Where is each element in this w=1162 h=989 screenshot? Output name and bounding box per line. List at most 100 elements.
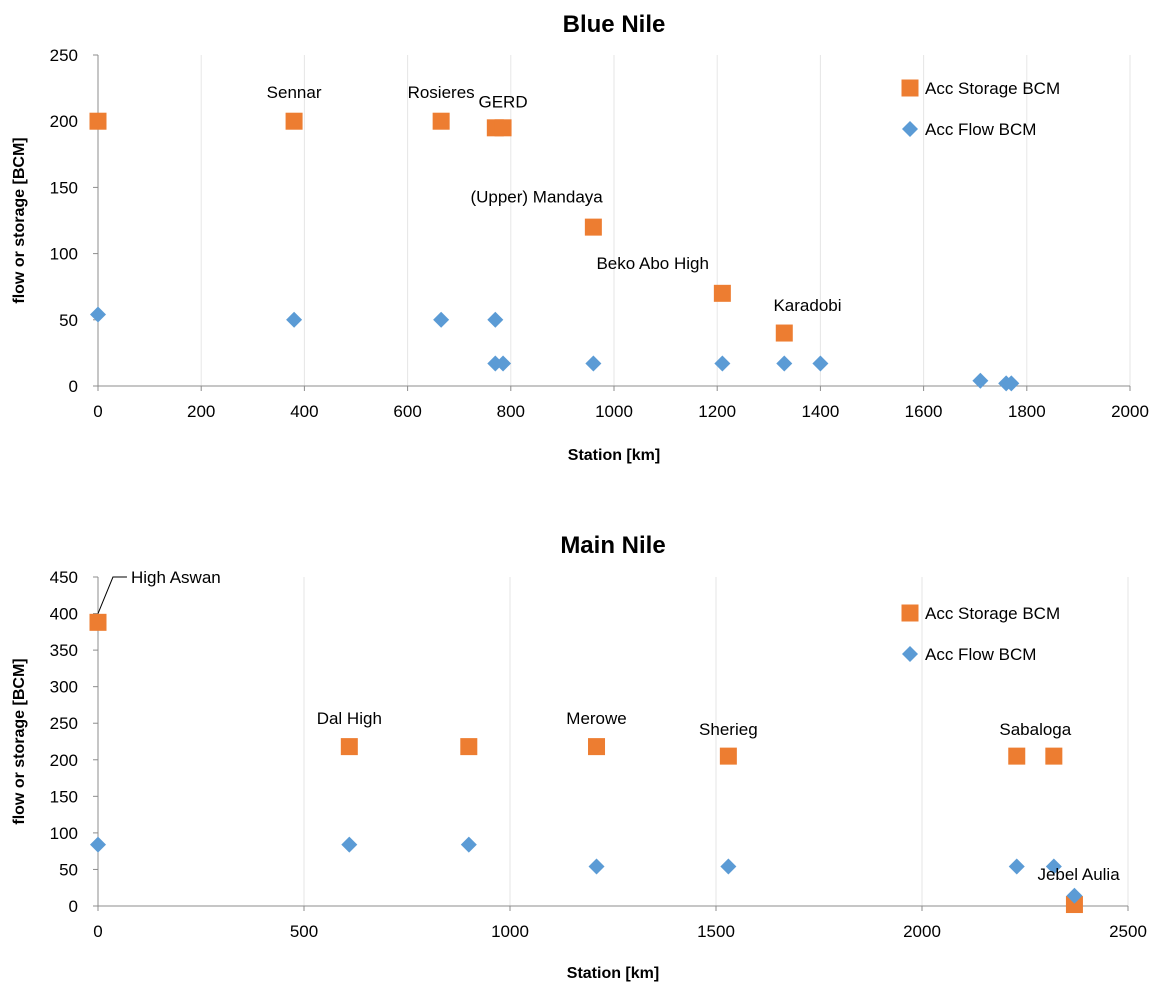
flow-point: [776, 355, 793, 372]
y-tick-label: 150: [50, 787, 78, 806]
x-axis-title: Station [km]: [567, 965, 659, 982]
storage-point: [285, 112, 303, 130]
storage-point: [1045, 747, 1063, 765]
flow-point: [286, 311, 303, 328]
flow-point: [714, 355, 731, 372]
x-tick-label: 400: [290, 402, 318, 421]
storage-point: [89, 613, 107, 631]
x-tick-label: 2000: [903, 922, 941, 941]
x-tick-label: 1500: [697, 922, 735, 941]
y-tick-label: 50: [59, 311, 78, 330]
flow-point: [90, 306, 106, 323]
flow-point: [433, 311, 450, 328]
storage-point: [588, 738, 606, 756]
y-tick-label: 250: [50, 714, 78, 733]
annotation-label: Jebel Aulia: [1037, 865, 1120, 884]
annotation-label: Sennar: [267, 83, 322, 102]
legend-label: Acc Flow BCM: [925, 120, 1036, 139]
y-tick-label: 100: [50, 245, 78, 264]
annotation-label: High Aswan: [131, 568, 221, 587]
flow-point: [588, 858, 605, 875]
x-tick-label: 600: [393, 402, 421, 421]
annotation-leader-line: [97, 576, 127, 614]
x-tick-label: 200: [187, 402, 215, 421]
x-tick-label: 1800: [1008, 402, 1046, 421]
flow-point: [1066, 887, 1083, 904]
flow-point: [495, 355, 512, 372]
storage-point: [432, 112, 450, 130]
chart-title: Blue Nile: [563, 11, 666, 38]
annotation-label: GERD: [478, 92, 527, 111]
x-tick-label: 1000: [491, 922, 529, 941]
y-tick-label: 150: [50, 178, 78, 197]
x-tick-label: 1200: [698, 402, 736, 421]
chart-title: Main Nile: [560, 532, 665, 559]
x-axis-title: Station [km]: [568, 447, 660, 464]
y-tick-label: 350: [50, 641, 78, 660]
legend: Acc Storage BCM Acc Flow BCM: [901, 79, 1060, 139]
annotation-label: Rosieres: [408, 83, 475, 102]
y-axis-title: flow or storage [BCM]: [11, 137, 28, 303]
storage-point: [1008, 747, 1026, 765]
x-tick-label: 2500: [1109, 922, 1147, 941]
annotation-label: Beko Abo High: [596, 254, 708, 273]
annotation-label: Sherieg: [699, 720, 758, 739]
series-acc-flow: [90, 836, 1083, 904]
annotation-label: Dal High: [317, 709, 382, 728]
legend: Acc Storage BCM Acc Flow BCM: [901, 604, 1060, 664]
legend-storage-marker: [901, 79, 919, 97]
y-tick-label: 200: [50, 112, 78, 131]
x-tick-label: 500: [290, 922, 318, 941]
y-tick-label: 400: [50, 605, 78, 624]
y-tick-label: 0: [69, 897, 78, 916]
flow-point: [812, 355, 829, 372]
y-tick-label: 250: [50, 46, 78, 65]
storage-point: [340, 738, 358, 756]
annotation-label: Merowe: [566, 709, 626, 728]
x-tick-label: 800: [497, 402, 525, 421]
flow-point: [972, 372, 989, 389]
legend-label: Acc Storage BCM: [925, 604, 1060, 623]
annotation-label: Karadobi: [773, 296, 841, 315]
storage-point: [713, 284, 731, 302]
main-nile-chart: Main Nile 0 50 100 150 200 250 300 350 400 450 0 500…: [11, 532, 1147, 982]
annotation-label: Sabaloga: [999, 720, 1071, 739]
y-axis-title: flow or storage [BCM]: [11, 658, 28, 824]
flow-point: [1003, 375, 1020, 392]
y-tick-label: 100: [50, 824, 78, 843]
x-tick-label: 1400: [801, 402, 839, 421]
flow-point: [341, 836, 358, 853]
y-tick-label: 50: [59, 860, 78, 879]
flow-point: [720, 858, 737, 875]
storage-point: [1065, 896, 1083, 914]
x-tick-label: 1600: [905, 402, 943, 421]
storage-point: [494, 119, 512, 137]
legend-storage-marker: [901, 604, 919, 622]
x-tick-label: 0: [93, 922, 102, 941]
storage-point: [460, 738, 478, 756]
flow-point: [585, 355, 602, 372]
x-tick-label: 1000: [595, 402, 633, 421]
storage-point: [584, 218, 602, 236]
y-tick-label: 450: [50, 568, 78, 587]
legend-flow-marker: [902, 121, 918, 137]
flow-point: [1045, 858, 1062, 875]
y-tick-label: 200: [50, 751, 78, 770]
series-acc-storage: [89, 112, 793, 342]
y-tick-label: 300: [50, 678, 78, 697]
flow-point: [487, 311, 504, 328]
legend-label: Acc Flow BCM: [925, 645, 1036, 664]
storage-point: [775, 324, 793, 342]
flow-point: [1008, 858, 1025, 875]
x-tick-label: 2000: [1111, 402, 1149, 421]
blue-nile-chart: Blue Nile 0 50 100 150 200 250 0 200 400 600 800 100…: [11, 11, 1149, 464]
legend-flow-marker: [902, 646, 918, 662]
flow-point: [460, 836, 477, 853]
annotation-label: (Upper) Mandaya: [470, 188, 603, 207]
series-acc-storage: [89, 613, 1083, 914]
y-tick-label: 0: [69, 377, 78, 396]
storage-point: [89, 112, 107, 130]
flow-point: [90, 836, 106, 853]
x-tick-label: 0: [93, 402, 102, 421]
